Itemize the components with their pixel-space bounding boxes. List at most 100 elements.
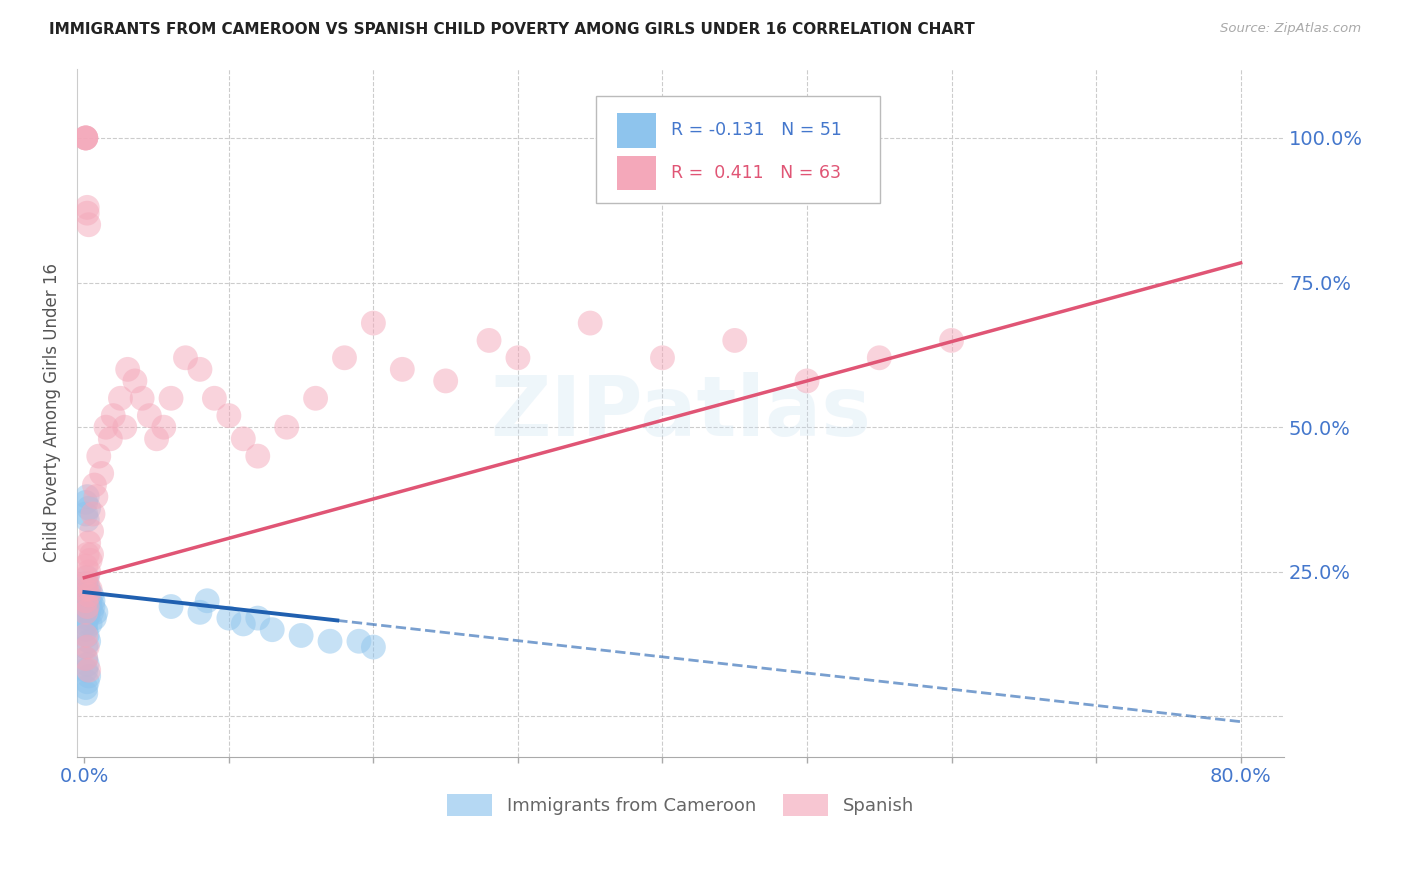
Point	[75, 616, 97, 631]
Point	[77, 669, 100, 683]
Point	[75, 571, 97, 585]
Point	[262, 623, 284, 637]
Point	[941, 334, 963, 348]
Point	[290, 628, 312, 642]
Point	[138, 409, 160, 423]
Point	[110, 391, 132, 405]
Point	[84, 490, 107, 504]
Point	[77, 588, 100, 602]
Point	[391, 362, 413, 376]
Point	[103, 409, 125, 423]
Point	[246, 449, 269, 463]
Point	[76, 674, 98, 689]
Point	[246, 611, 269, 625]
Point	[75, 582, 97, 597]
Point	[174, 351, 197, 365]
Point	[160, 599, 183, 614]
Point	[83, 478, 105, 492]
Point	[75, 559, 97, 574]
Point	[75, 623, 97, 637]
Point	[75, 686, 97, 700]
Point	[724, 334, 747, 348]
Point	[75, 495, 97, 509]
Point	[75, 599, 97, 614]
Text: R =  0.411   N = 63: R = 0.411 N = 63	[671, 164, 841, 182]
Point	[76, 657, 98, 672]
Point	[75, 131, 97, 145]
Point	[188, 362, 211, 376]
Point	[84, 605, 107, 619]
Point	[304, 391, 326, 405]
Point	[75, 582, 97, 597]
Point	[75, 605, 97, 619]
Point	[76, 206, 98, 220]
Point	[76, 200, 98, 214]
Point	[75, 681, 97, 695]
Text: IMMIGRANTS FROM CAMEROON VS SPANISH CHILD POVERTY AMONG GIRLS UNDER 16 CORRELATI: IMMIGRANTS FROM CAMEROON VS SPANISH CHIL…	[49, 22, 974, 37]
Point	[114, 420, 136, 434]
Y-axis label: Child Poverty Among Girls Under 16: Child Poverty Among Girls Under 16	[44, 263, 60, 562]
Point	[363, 316, 385, 330]
Point	[76, 611, 98, 625]
Bar	[617, 113, 657, 148]
Point	[77, 663, 100, 677]
Text: R = -0.131   N = 51: R = -0.131 N = 51	[671, 121, 842, 139]
Point	[83, 611, 105, 625]
Point	[76, 490, 98, 504]
Point	[75, 131, 97, 145]
Point	[75, 628, 97, 642]
Point	[506, 351, 529, 365]
Point	[124, 374, 146, 388]
Point	[333, 351, 356, 365]
Point	[202, 391, 225, 405]
Point	[363, 640, 385, 654]
Point	[75, 593, 97, 607]
Point	[276, 420, 298, 434]
Point	[79, 593, 101, 607]
Point	[79, 553, 101, 567]
Point	[82, 593, 104, 607]
Point	[651, 351, 673, 365]
Point	[75, 651, 97, 665]
Point	[76, 640, 98, 654]
Text: Source: ZipAtlas.com: Source: ZipAtlas.com	[1220, 22, 1361, 36]
Point	[868, 351, 890, 365]
Point	[79, 599, 101, 614]
Point	[434, 374, 457, 388]
Point	[117, 362, 139, 376]
Point	[77, 634, 100, 648]
Point	[75, 131, 97, 145]
Point	[76, 593, 98, 607]
Point	[76, 599, 98, 614]
Point	[131, 391, 153, 405]
Point	[153, 420, 176, 434]
Point	[75, 640, 97, 654]
Point	[195, 593, 218, 607]
Point	[218, 409, 240, 423]
Point	[98, 432, 121, 446]
Point	[76, 599, 98, 614]
Point	[76, 628, 98, 642]
Point	[75, 605, 97, 619]
Point	[75, 507, 97, 521]
Point	[77, 218, 100, 232]
Point	[75, 593, 97, 607]
Point	[76, 571, 98, 585]
Point	[232, 432, 254, 446]
Point	[80, 605, 103, 619]
Legend: Immigrants from Cameroon, Spanish: Immigrants from Cameroon, Spanish	[440, 787, 921, 823]
Bar	[617, 156, 657, 190]
Point	[77, 605, 100, 619]
Point	[75, 651, 97, 665]
Point	[218, 611, 240, 625]
Point	[82, 599, 104, 614]
Point	[319, 634, 342, 648]
Point	[76, 576, 98, 591]
Point	[77, 536, 100, 550]
Point	[77, 565, 100, 579]
Point	[145, 432, 167, 446]
Point	[76, 513, 98, 527]
Point	[77, 593, 100, 607]
Point	[77, 582, 100, 597]
Point	[80, 524, 103, 539]
